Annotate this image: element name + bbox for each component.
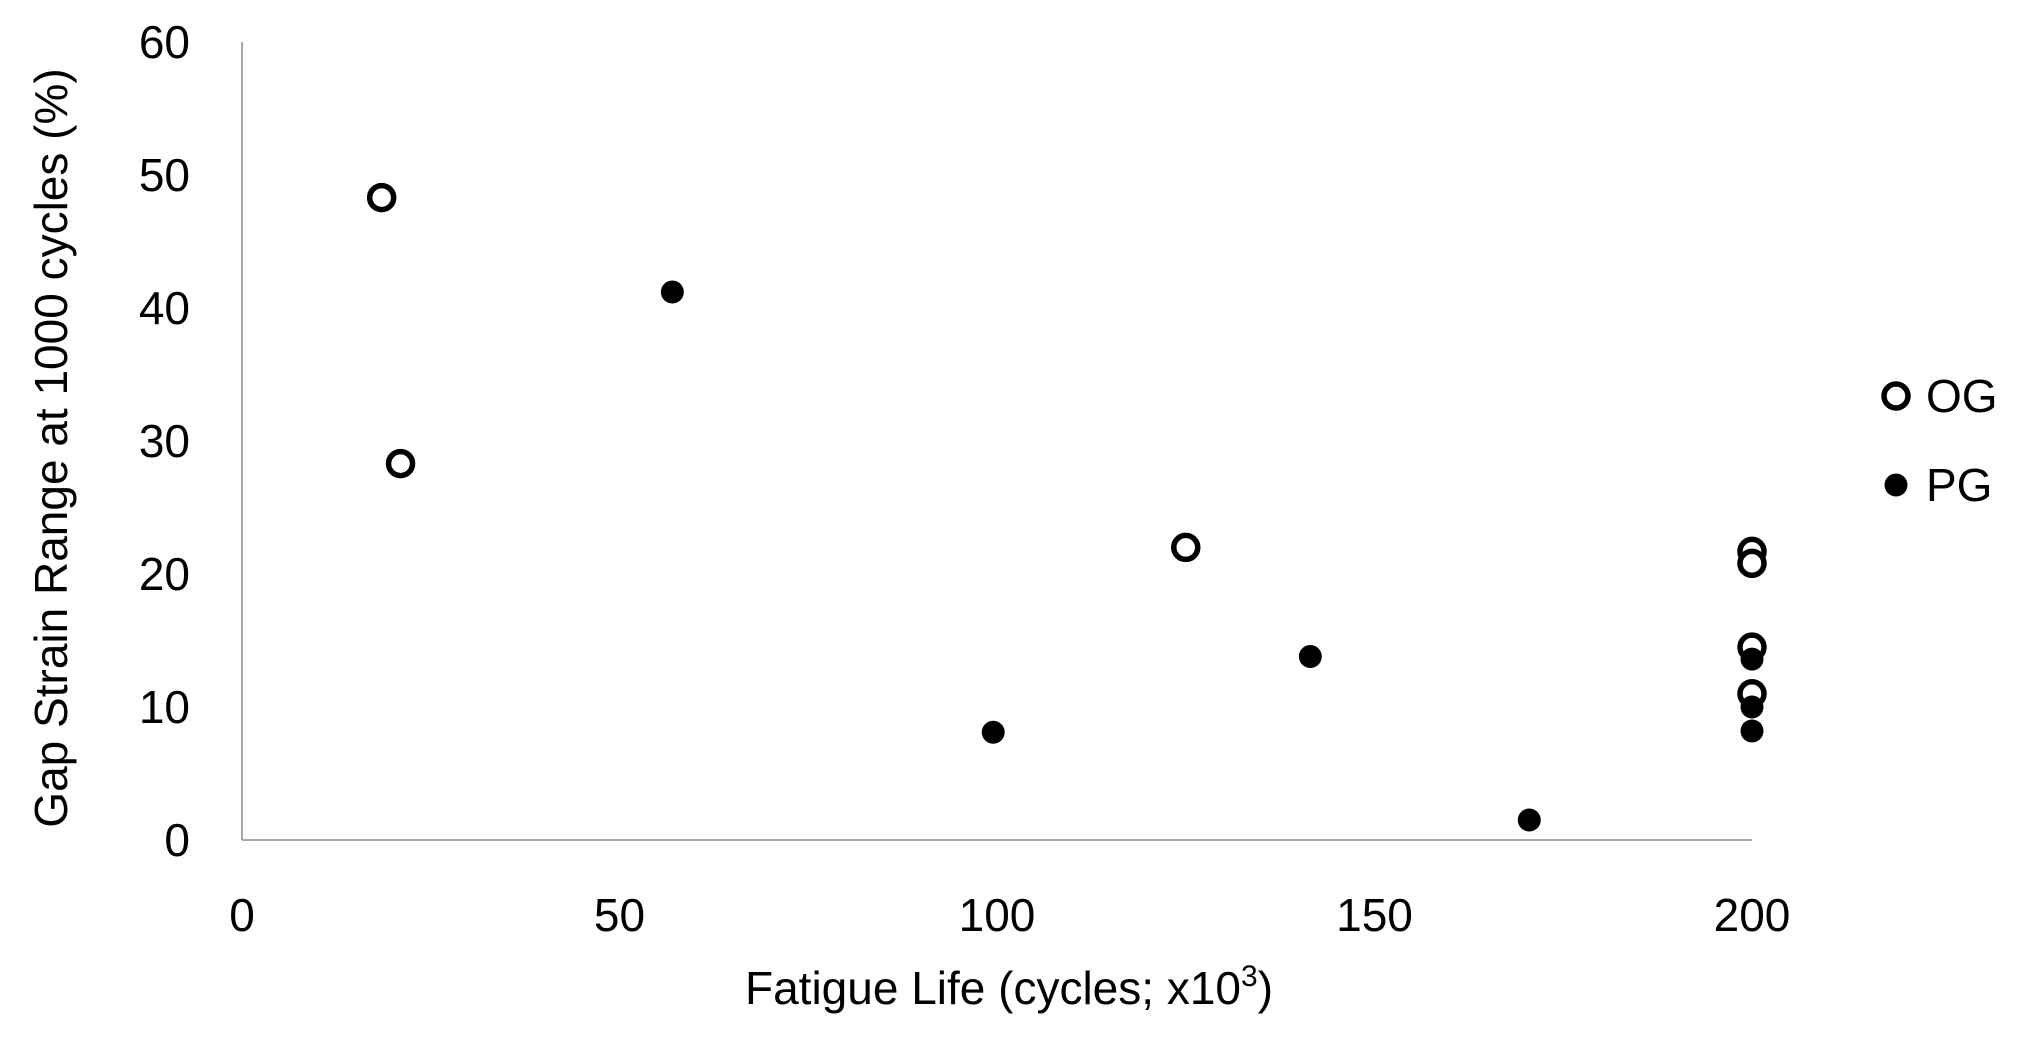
- point-og-open-circle: [1737, 548, 1767, 579]
- point-pg-filled-circle: [1740, 695, 1764, 719]
- point-pg-filled-circle: [981, 720, 1005, 744]
- tick-labels: 0 10 20 30 40 50 60 0 50 100 150 200: [139, 16, 1791, 941]
- axes: [241, 42, 1752, 841]
- x-tick-label: 200: [1714, 889, 1791, 941]
- y-tick-label: 0: [164, 814, 190, 866]
- legend-marker-pg: [1884, 473, 1908, 497]
- x-tick-label: 100: [959, 889, 1036, 941]
- point-pg-filled-circle: [1517, 808, 1541, 832]
- y-tick-label: 40: [139, 282, 190, 334]
- y-tick-label: 20: [139, 548, 190, 600]
- axis-titles: Gap Strain Range at 1000 cycles (%) Fati…: [25, 68, 1273, 1014]
- point-pg-filled-circle: [1740, 719, 1764, 743]
- point-pg-filled-circle: [660, 280, 684, 304]
- x-axis-title-suffix: ): [1258, 962, 1273, 1014]
- y-tick-label: 50: [139, 149, 190, 201]
- legend-label-og: OG: [1926, 370, 1998, 422]
- x-axis-title: Fatigue Life (cycles; x103): [745, 960, 1273, 1014]
- x-axis-title-superscript: 3: [1241, 960, 1258, 993]
- point-og-open-circle: [366, 182, 397, 213]
- x-tick-label: 150: [1336, 889, 1413, 941]
- point-pg-filled-circle: [1740, 647, 1764, 671]
- y-tick-label: 60: [139, 16, 190, 68]
- point-og-open-circle: [1171, 532, 1201, 563]
- point-og-open-circle: [385, 448, 416, 479]
- x-tick-label: 0: [229, 889, 255, 941]
- legend-marker-og: [1881, 381, 1911, 411]
- x-axis-title-main: Fatigue Life (cycles; x10: [745, 962, 1241, 1014]
- legend: OG PG: [1881, 370, 1998, 511]
- legend-label-pg: PG: [1926, 459, 1992, 511]
- x-tick-label: 50: [594, 889, 645, 941]
- y-axis-title: Gap Strain Range at 1000 cycles (%): [25, 68, 77, 827]
- point-pg-filled-circle: [1298, 644, 1322, 668]
- y-tick-label: 10: [139, 681, 190, 733]
- data-points: [366, 182, 1767, 832]
- y-tick-label: 30: [139, 415, 190, 467]
